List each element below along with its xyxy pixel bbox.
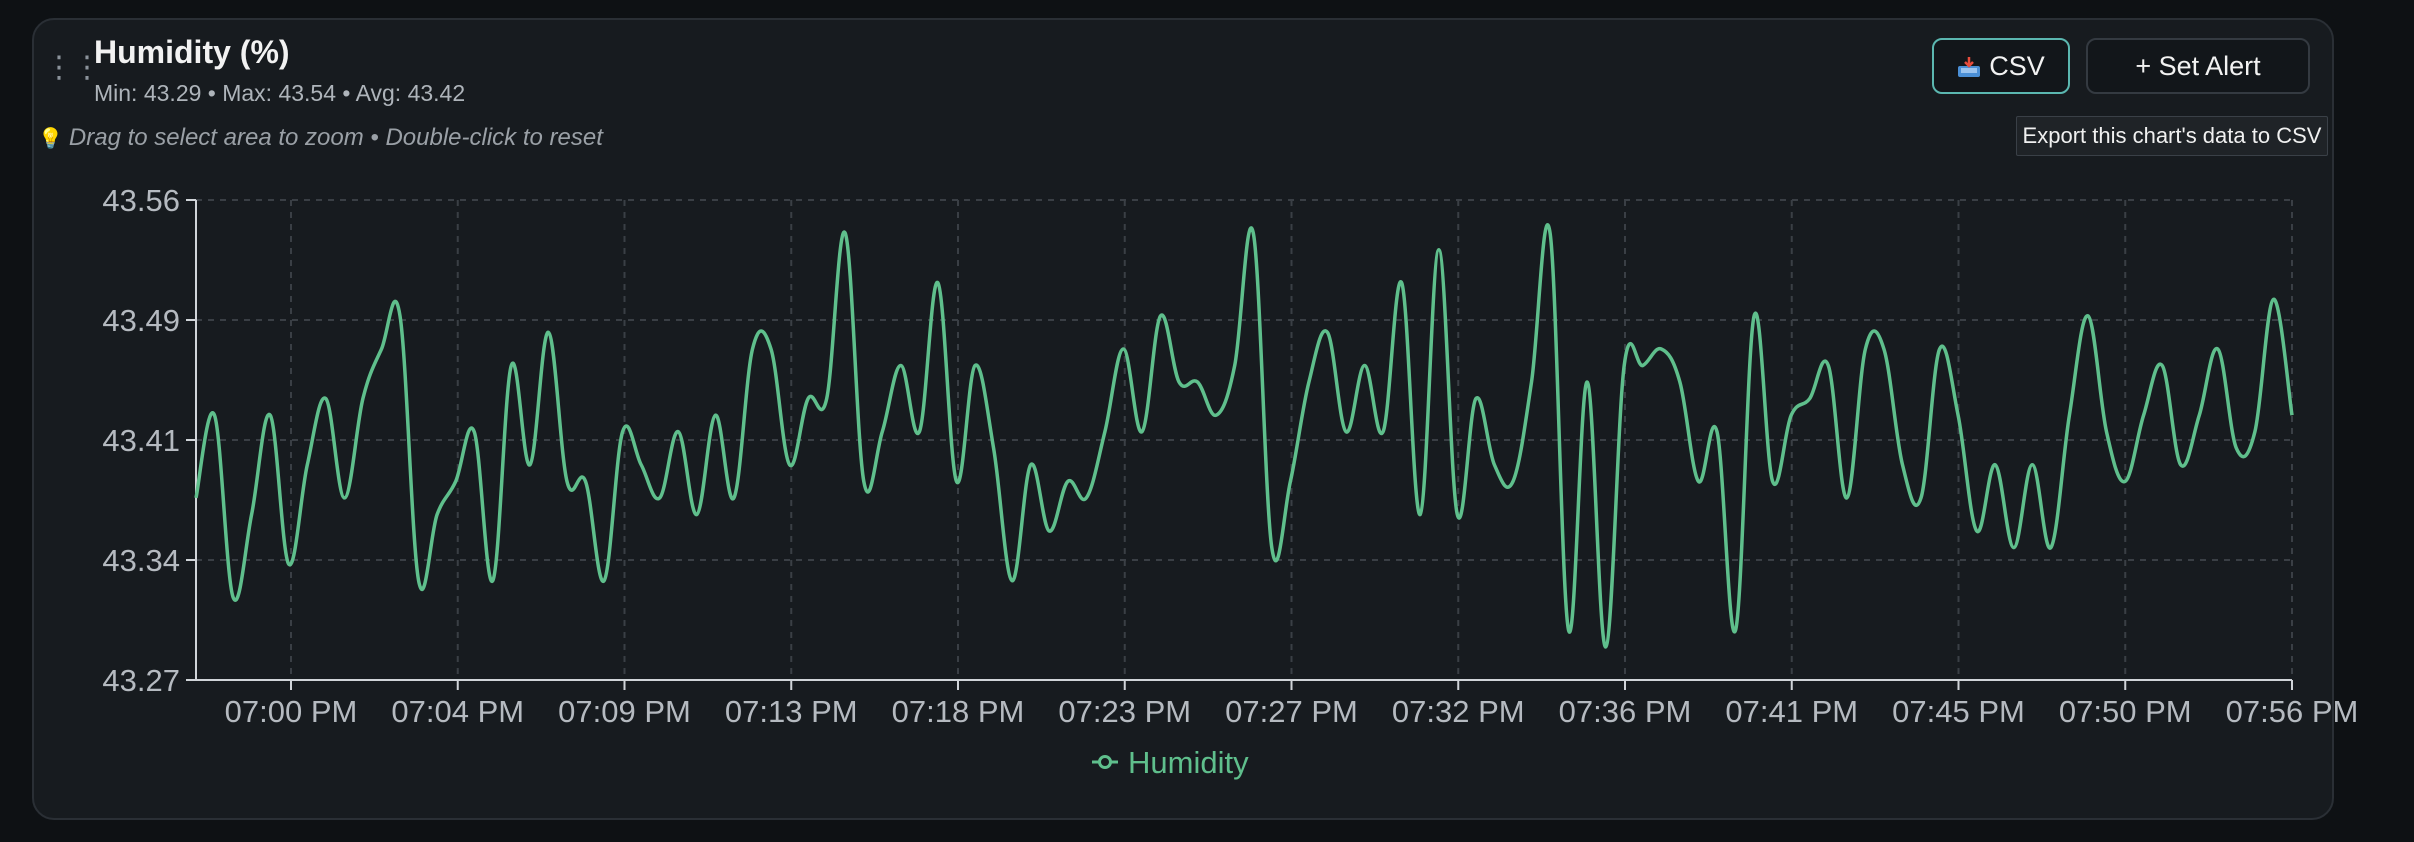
x-tick-label: 07:41 PM: [1725, 694, 1858, 729]
export-csv-label: CSV: [1989, 51, 2045, 81]
x-tick-label: 07:36 PM: [1559, 694, 1692, 729]
export-csv-button[interactable]: CSV: [1932, 38, 2070, 94]
x-tick-label: 07:27 PM: [1225, 694, 1358, 729]
series-group: [194, 223, 2294, 649]
x-tick-label: 07:13 PM: [725, 694, 858, 729]
chart-stats: Min: 43.29 • Max: 43.54 • Avg: 43.42: [94, 80, 466, 106]
csv-tooltip: Export this chart's data to CSV: [2016, 116, 2328, 156]
y-tick-label: 43.56: [102, 183, 180, 218]
y-tick-label: 43.49: [102, 303, 180, 338]
y-tick-label: 43.27: [102, 663, 180, 698]
x-axis-ticks: 07:00 PM 07:04 PM 07:09 PM 07:13 PM 07:18 PM…: [225, 694, 2359, 729]
humidity-series-line[interactable]: [194, 223, 2294, 649]
chart-title: Humidity (%): [94, 34, 290, 70]
x-tick-label: 07:32 PM: [1392, 694, 1525, 729]
x-tick-label: 07:04 PM: [391, 694, 524, 729]
set-alert-button[interactable]: + Set Alert: [2086, 38, 2310, 94]
legend-marker-icon: [1098, 755, 1112, 769]
x-tick-label: 07:09 PM: [558, 694, 691, 729]
y-tick-label: 43.34: [102, 543, 180, 578]
x-tick-label: 07:23 PM: [1058, 694, 1191, 729]
chart-legend[interactable]: Humidity: [1092, 745, 1249, 780]
chart-grid: [196, 199, 2293, 680]
zoom-hint-text: Drag to select area to zoom • Double-cli…: [68, 124, 603, 151]
x-tick-label: 07:00 PM: [225, 694, 358, 729]
lightbulb-icon: 💡: [38, 128, 63, 150]
y-axis-ticks: 43.56 43.49 43.41 43.34 43.27: [102, 183, 180, 698]
x-tick-label: 07:45 PM: [1892, 694, 2025, 729]
chart-card: [32, 18, 2334, 820]
zoom-hint: 💡 Drag to select area to zoom • Double-cl…: [38, 124, 603, 152]
x-tick-label: 07:56 PM: [2226, 694, 2359, 729]
chart-axes: [186, 199, 2293, 690]
x-tick-label: 07:18 PM: [892, 694, 1025, 729]
x-tick-label: 07:50 PM: [2059, 694, 2192, 729]
legend-label[interactable]: Humidity: [1128, 745, 1249, 780]
inbox-tray-icon: [1958, 57, 1981, 77]
y-tick-label: 43.41: [102, 423, 180, 458]
